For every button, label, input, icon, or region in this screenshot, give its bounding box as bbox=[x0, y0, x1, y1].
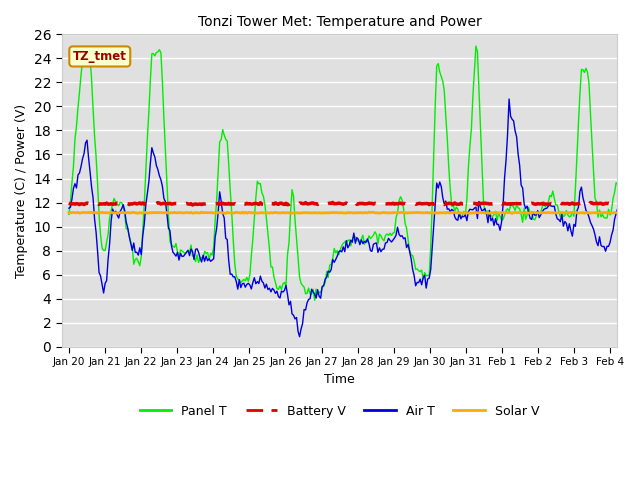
Y-axis label: Temperature (C) / Power (V): Temperature (C) / Power (V) bbox=[15, 104, 28, 277]
Legend: Panel T, Battery V, Air T, Solar V: Panel T, Battery V, Air T, Solar V bbox=[135, 400, 544, 423]
Title: Tonzi Tower Met: Temperature and Power: Tonzi Tower Met: Temperature and Power bbox=[198, 15, 481, 29]
Text: TZ_tmet: TZ_tmet bbox=[73, 50, 127, 63]
X-axis label: Time: Time bbox=[324, 372, 355, 386]
